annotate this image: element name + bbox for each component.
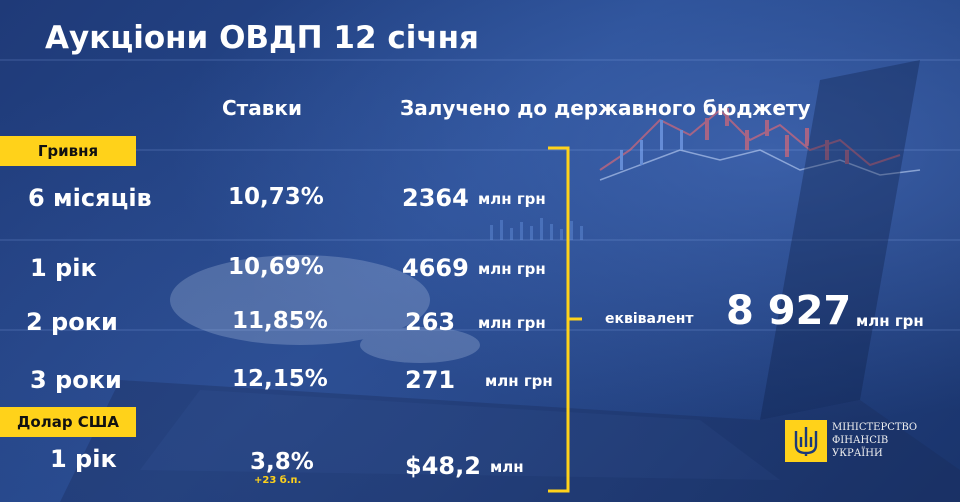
page-title: Аукціони ОВДП 12 січня — [45, 20, 479, 56]
raised-header: Залучено до державного бюджету — [400, 96, 811, 120]
rate-value: 11,85% — [232, 308, 328, 334]
amount-unit: млн — [490, 458, 524, 476]
amount-value: 263 — [405, 308, 456, 336]
amount-unit: млн грн — [478, 260, 546, 278]
rate-value: 10,69% — [228, 254, 324, 280]
amount-value: 271 — [405, 366, 456, 394]
amount-unit: млн грн — [478, 190, 546, 208]
section-badge-uah: Гривня — [0, 136, 136, 166]
rate-change-note: +23 б.п. — [254, 475, 302, 486]
rate-value: 12,15% — [232, 366, 328, 392]
term-label: 1 рік — [30, 254, 97, 282]
rates-header: Ставки — [222, 96, 303, 120]
rate-value: 10,73% — [228, 184, 324, 210]
amount-value: $48,2 — [405, 452, 481, 480]
laptop-silhouette-decoration — [60, 60, 960, 502]
amount-unit: млн грн — [478, 314, 546, 332]
term-label: 3 роки — [30, 366, 122, 394]
amount-value: 2364 — [402, 184, 469, 212]
rate-value: 3,8% — [250, 449, 314, 475]
term-label: 2 роки — [26, 308, 118, 336]
total-value: 8 927 — [726, 288, 852, 334]
candlestick-chart-decoration — [490, 108, 921, 240]
term-label: 6 місяців — [28, 184, 152, 212]
section-badge-usd: Долар США — [0, 407, 136, 437]
total-unit: млн грн — [856, 312, 924, 330]
trident-emblem-icon — [785, 420, 827, 462]
term-label: 1 рік — [50, 445, 117, 473]
amount-unit: млн грн — [485, 372, 553, 390]
total-label: еквівалент — [605, 311, 694, 327]
ministry-name-line1: МІНІСТЕРСТВО — [832, 422, 918, 433]
ministry-name-line2: ФІНАНСІВ — [832, 435, 889, 446]
summary-bracket — [548, 146, 582, 493]
ministry-name-line3: УКРАЇНИ — [832, 448, 883, 459]
amount-value: 4669 — [402, 254, 469, 282]
